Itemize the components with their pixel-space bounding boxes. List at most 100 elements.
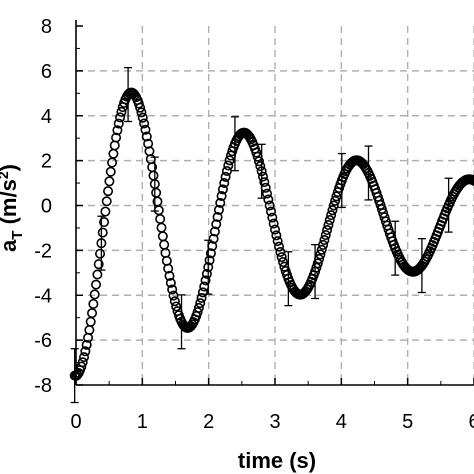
data-point (256, 166, 267, 177)
data-point (168, 290, 179, 301)
data-point (171, 301, 182, 312)
data-point (251, 147, 262, 158)
x-axis-label: time (s) (238, 448, 316, 473)
data-point (270, 224, 281, 235)
data-point (323, 220, 334, 231)
data-point (79, 352, 90, 363)
data-point (255, 161, 266, 172)
data-point (221, 166, 232, 177)
data-point (155, 214, 166, 225)
data-point (113, 118, 124, 129)
data-point (312, 258, 323, 269)
data-point (148, 170, 159, 181)
data-point (330, 195, 341, 206)
data-point (103, 186, 114, 197)
data-point (133, 98, 144, 109)
data-point (223, 160, 234, 171)
data-point (311, 262, 322, 273)
data-point (91, 279, 102, 290)
data-point (217, 184, 228, 195)
x-tick-label: 4 (336, 411, 347, 433)
data-point (97, 227, 108, 238)
data-point (264, 200, 275, 211)
data-point (104, 176, 115, 187)
data-point (99, 217, 110, 228)
y-tick-label: 4 (41, 106, 52, 128)
data-point (327, 205, 338, 216)
data-point (92, 269, 103, 280)
data-point (76, 361, 87, 372)
data-point (100, 206, 111, 217)
y-tick-label: -2 (34, 240, 52, 262)
data-point (109, 140, 120, 151)
data-point (328, 200, 339, 211)
data-point (151, 187, 162, 198)
data-point (276, 252, 287, 263)
data-point (145, 154, 156, 165)
data-point (139, 118, 150, 129)
data-point (320, 230, 331, 241)
data-point (322, 225, 333, 236)
data-point (224, 155, 235, 166)
data-point (163, 263, 174, 274)
data-point (197, 287, 208, 298)
data-point (85, 316, 96, 327)
data-point (167, 284, 178, 295)
data-point (108, 148, 119, 159)
x-tick-label: 5 (402, 411, 413, 433)
x-tick-labels: 0 1 2 3 4 5 6 (70, 411, 474, 433)
data-point (275, 247, 286, 258)
data-point (192, 307, 203, 318)
y-tick-label: -6 (34, 330, 52, 352)
x-tick-label: 0 (70, 411, 81, 433)
data-point (199, 281, 210, 292)
data-point (207, 241, 218, 252)
data-point (209, 226, 220, 237)
data-point (157, 231, 168, 242)
data-point (272, 236, 283, 247)
data-point (88, 298, 99, 309)
y-tick-label: -8 (34, 375, 52, 397)
y-tick-label: 8 (41, 16, 52, 38)
data-point (274, 241, 285, 252)
data-point (201, 268, 212, 279)
data-point (196, 292, 207, 303)
data-point (259, 177, 270, 188)
data-point (265, 206, 276, 217)
y-axis-label: aT (m/s2) (0, 164, 26, 252)
data-point (193, 302, 204, 313)
y-tick-labels: 8 6 4 2 0 -2 -4 -6 -8 (34, 16, 52, 397)
y-axis-label-part: (m/s (0, 179, 21, 230)
data-point (81, 339, 92, 350)
data-point (271, 230, 282, 241)
data-point (278, 257, 289, 268)
data-point (208, 233, 219, 244)
data-point (324, 215, 335, 226)
data-point (216, 191, 227, 202)
data-point (156, 222, 167, 233)
y-tick-label: 2 (41, 151, 52, 173)
data-point (212, 212, 223, 223)
data-point (137, 112, 148, 123)
y-tick-label: 0 (41, 196, 52, 218)
data-point (314, 254, 325, 265)
data-point (267, 212, 278, 223)
data-point (112, 125, 123, 136)
data-point (95, 248, 106, 259)
data-point (253, 156, 264, 167)
axes (75, 20, 474, 386)
y-axis-label-part: T (9, 231, 26, 240)
y-axis-label-part: a (0, 239, 21, 252)
data-point (316, 244, 327, 255)
x-tick-label: 3 (269, 411, 280, 433)
data-point (220, 171, 231, 182)
data-point (260, 182, 271, 193)
data-point (319, 235, 330, 246)
y-axis-label-part: 2 (0, 171, 11, 179)
data-point (80, 346, 91, 357)
data-point (268, 218, 279, 229)
data-point (111, 132, 122, 143)
data-point (169, 296, 180, 307)
data-point (211, 219, 222, 230)
